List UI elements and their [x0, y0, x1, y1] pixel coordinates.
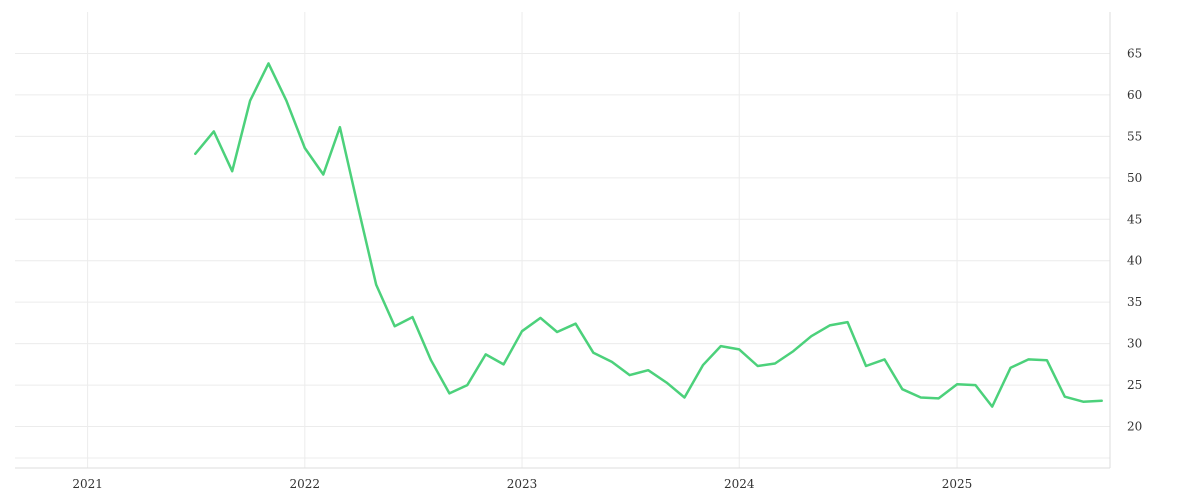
y-tick-label: 40	[1127, 254, 1142, 268]
axes	[15, 12, 1111, 469]
x-tick-label: 2022	[290, 477, 321, 491]
x-tick-label: 2025	[942, 477, 973, 491]
y-tick-label: 35	[1127, 295, 1142, 309]
x-tick-label: 2023	[507, 477, 538, 491]
y-tick-label: 25	[1127, 378, 1142, 392]
y-tick-label: 30	[1127, 337, 1142, 351]
y-tick-label: 60	[1127, 88, 1142, 102]
x-tick-label: 2024	[724, 477, 755, 491]
y-tick-label: 55	[1127, 129, 1142, 143]
grid	[15, 12, 1110, 468]
series-layer	[194, 62, 1103, 408]
y-tick-label: 50	[1127, 171, 1142, 185]
y-tick-label: 65	[1127, 46, 1142, 60]
series-line-0	[194, 62, 1103, 408]
x-tick-label: 2021	[72, 477, 103, 491]
y-tick-label: 45	[1127, 212, 1142, 226]
y-tick-label: 20	[1127, 420, 1142, 434]
